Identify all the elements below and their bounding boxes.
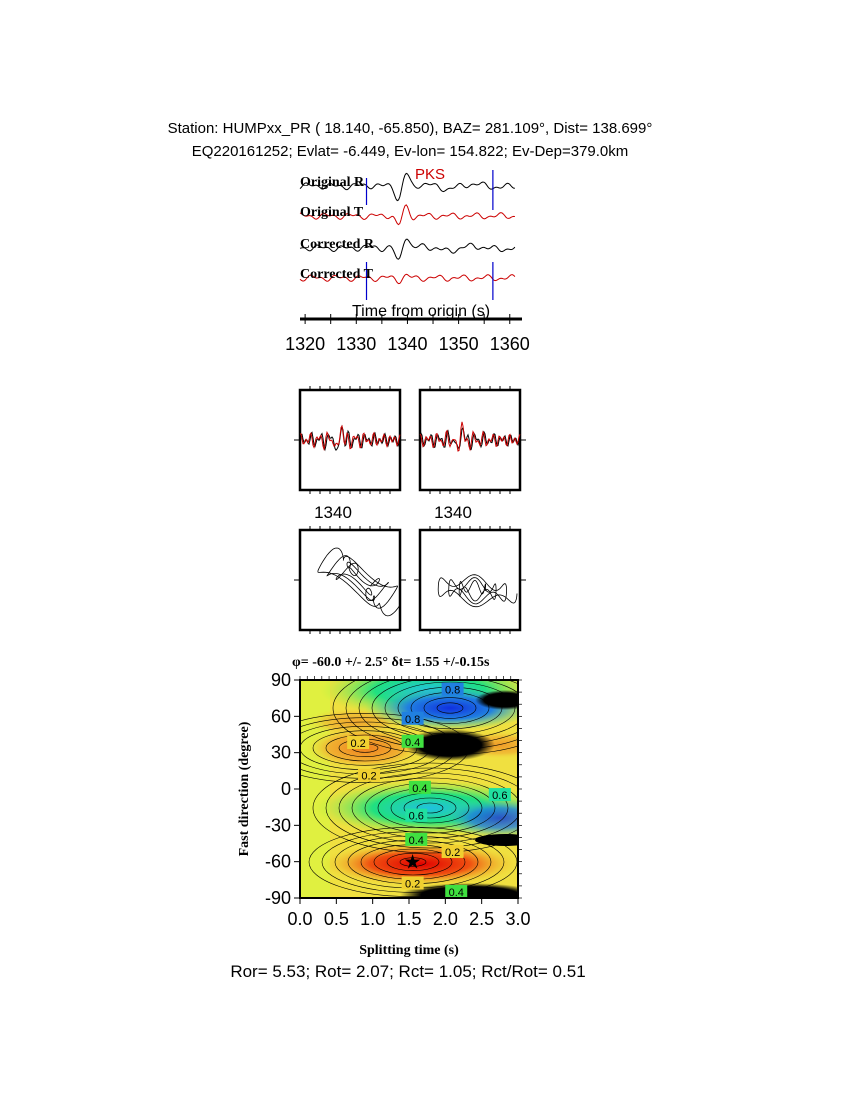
waveform [419,421,521,452]
x-tick-label: 3.0 [505,909,530,929]
phase-label: PKS [415,166,445,183]
x-tick-label: 2.0 [433,909,458,929]
contour-label: 0.2 [361,771,376,783]
contour-label: 0.6 [492,790,507,802]
time-tick-label: 1350 [439,334,479,354]
time-tick-label: 1320 [285,334,325,354]
seismogram-panel [299,170,516,300]
best-fit-star-icon: ★ [404,852,422,874]
trace-original-t [299,204,515,226]
station-info: Station: HUMPxx_PR ( 18.140, -65.850), B… [167,120,653,137]
x-tick-label: 1.5 [396,909,421,929]
x-axis-label: Splitting time (s) [359,943,459,958]
y-tick-label: 60 [271,706,291,726]
contour-label: 0.2 [445,847,460,859]
time-axis: 1320 1330 1340 1350 1360 [285,314,530,354]
contour-label: 0.4 [409,835,424,847]
contour-label: 0.4 [405,737,420,749]
y-tick-label: 30 [271,743,291,763]
y-axis-label: Fast direction (degree) [237,721,252,856]
trace-corrected-t [299,273,516,285]
time-tick-label: 1330 [336,334,376,354]
trace-label: Original R [300,175,365,190]
trace-label: Corrected T [300,267,374,282]
y-tick-label: 0 [281,779,291,799]
waveform [299,424,401,451]
contour-label: 0.4 [412,783,427,795]
trace-corrected-r [299,238,516,260]
time-tick-label: 1340 [387,334,427,354]
particle-motion-trace [317,547,401,617]
trace-label: Corrected R [300,237,375,252]
contour-label: 0.8 [405,714,420,726]
y-tick-label: -60 [265,852,291,872]
y-tick-label: -90 [265,888,291,908]
contour-label: 0.2 [350,738,365,750]
time-axis-label: Time from origin (s) [352,303,490,320]
contour-label: 0.2 [405,878,420,890]
particle-motion-trace [437,574,518,608]
contour-label: 0.4 [449,887,464,899]
trace-label: Original T [300,205,364,220]
grid-search-title: φ= -60.0 +/- 2.5° δt= 1.55 +/-0.15s [292,655,490,670]
x-tick-label: 0.0 [287,909,312,929]
waveform [299,424,401,452]
heatmap: 0.8 0.8 0.4 0.2 0.2 0.4 0.6 0.6 0.4 0.2 0.2 0.4 [300,680,518,899]
trace-original-r [299,172,515,202]
x-tick-label: 2.5 [469,909,494,929]
y-tick-label: -30 [265,815,291,835]
time-tick-label: 1360 [490,334,530,354]
waveform [419,426,521,451]
x-tick-label: 1.0 [360,909,385,929]
footer-stats: Ror= 5.53; Rot= 2.07; Rct= 1.05; Rct/Rot… [230,962,586,981]
event-info: EQ220161252; Evlat= -6.449, Ev-lon= 154.… [191,143,629,160]
waveform-tick-label: 1340 [314,503,352,522]
y-tick-label: 90 [271,670,291,690]
contour-label: 0.6 [409,811,424,823]
x-tick-label: 0.5 [324,909,349,929]
contour-label: 0.8 [445,685,460,697]
waveform-tick-label: 1340 [434,503,472,522]
